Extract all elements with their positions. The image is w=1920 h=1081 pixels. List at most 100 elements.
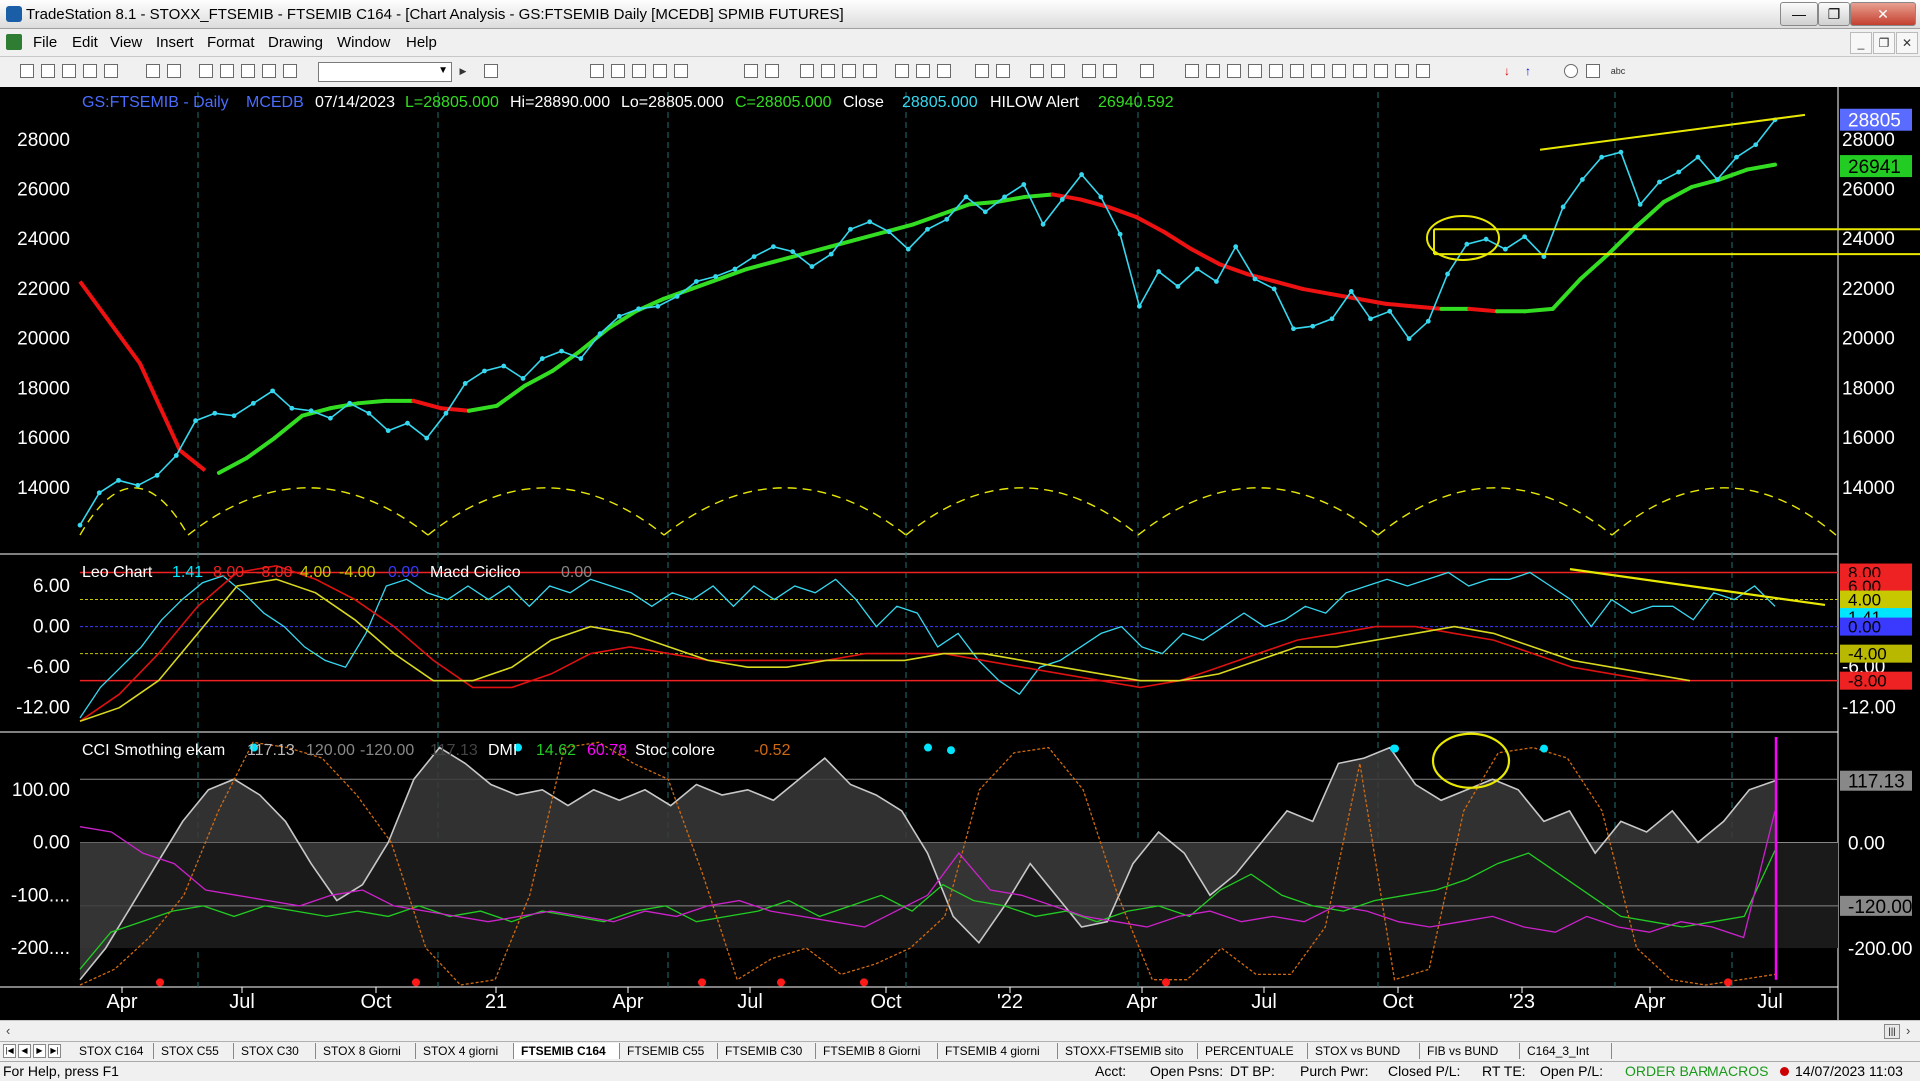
candle-chart-icon[interactable]: [842, 64, 856, 78]
arrow-down-red-icon[interactable]: ↓: [1504, 64, 1510, 78]
print-icon[interactable]: [167, 64, 181, 78]
text-tool-icon[interactable]: abc: [1610, 66, 1626, 76]
menu-file[interactable]: File: [33, 34, 58, 51]
grid-icon[interactable]: [632, 64, 646, 78]
window-list-icon[interactable]: [611, 64, 625, 78]
rectangle-icon[interactable]: [1586, 64, 1600, 78]
menu-drawing[interactable]: Drawing: [268, 34, 324, 51]
tab-stox-4-giorni[interactable]: STOX 4 giorni: [416, 1043, 514, 1059]
tab-last-icon[interactable]: ▶|: [48, 1044, 61, 1058]
horizontal-lines-icon[interactable]: [1227, 64, 1241, 78]
tab-ftsemib-8-giorni[interactable]: FTSEMIB 8 Giorni: [816, 1043, 938, 1059]
tab-stox-c164[interactable]: STOX C164: [72, 1043, 154, 1059]
scroll-icon[interactable]: [937, 64, 951, 78]
scanner-icon[interactable]: [674, 64, 688, 78]
refresh-icon[interactable]: [199, 64, 213, 78]
layout-icon[interactable]: [220, 64, 234, 78]
circle-icon[interactable]: [1564, 64, 1578, 78]
tab-ftsemib-c164[interactable]: FTSEMIB C164: [514, 1043, 620, 1059]
price-point: [905, 246, 911, 252]
trendline-icon[interactable]: [1185, 64, 1199, 78]
menu-window[interactable]: Window: [337, 34, 391, 51]
chart-area[interactable]: 28000 28000 26000 26000 24000 24000 22000 22000…: [0, 87, 1920, 1020]
mdi-restore-button[interactable]: ❐: [1873, 32, 1895, 54]
tab-ftsemib-4-giorni[interactable]: FTSEMIB 4 giorni: [938, 1043, 1058, 1059]
tab-stox-vs-bund[interactable]: STOX vs BUND: [1308, 1043, 1420, 1059]
status-order-bar[interactable]: ORDER BAR: [1625, 1063, 1709, 1079]
tab-stox-c30[interactable]: STOX C30: [234, 1043, 316, 1059]
tools-icon[interactable]: [1103, 64, 1117, 78]
menu-help[interactable]: Help: [406, 34, 437, 51]
tab-stox-8-giorni[interactable]: STOX 8 Giorni: [316, 1043, 416, 1059]
scroll-handle[interactable]: |||: [1884, 1024, 1900, 1039]
horizontal-arrow-icon[interactable]: [1332, 64, 1346, 78]
tab-first-icon[interactable]: |◀: [3, 1044, 16, 1058]
bar-chart-icon[interactable]: [821, 64, 835, 78]
format-icon[interactable]: [262, 64, 276, 78]
zoom-in-icon[interactable]: [975, 64, 989, 78]
menu-insert[interactable]: Insert: [156, 34, 194, 51]
compress-icon[interactable]: [895, 64, 909, 78]
tab-prev-icon[interactable]: ◀: [18, 1044, 31, 1058]
minimize-button[interactable]: —: [1780, 2, 1818, 26]
copy-icon[interactable]: [104, 64, 118, 78]
studies-icon[interactable]: [800, 64, 814, 78]
arc-icon[interactable]: [1395, 64, 1409, 78]
gann-icon[interactable]: [1248, 64, 1262, 78]
measure-icon[interactable]: [1311, 64, 1325, 78]
expand-icon[interactable]: [916, 64, 930, 78]
order-icon[interactable]: [1051, 64, 1065, 78]
tab-stox-c55[interactable]: STOX C55: [154, 1043, 234, 1059]
fibonacci-icon[interactable]: [1290, 64, 1304, 78]
globe-icon[interactable]: [283, 64, 297, 78]
restore-button[interactable]: ❐: [1818, 2, 1850, 26]
arrow-up-blue-icon[interactable]: ↑: [1525, 64, 1531, 78]
tab-fib-vs-bund[interactable]: FIB vs BUND: [1420, 1043, 1520, 1059]
chart-window-icon[interactable]: [653, 64, 667, 78]
menu-view[interactable]: View: [110, 34, 143, 51]
lock-icon[interactable]: [241, 64, 255, 78]
symbol-dropdown[interactable]: ▼: [318, 62, 452, 82]
indicator-icon[interactable]: [744, 64, 758, 78]
speed-lines-icon[interactable]: [1269, 64, 1283, 78]
settings-icon[interactable]: [1140, 64, 1154, 78]
regression-icon[interactable]: [1374, 64, 1388, 78]
mdi-close-button[interactable]: ✕: [1896, 32, 1918, 54]
vertical-lines-icon[interactable]: [1206, 64, 1220, 78]
open-folder-icon[interactable]: [41, 64, 55, 78]
tab-percentuale[interactable]: PERCENTUALE: [1198, 1043, 1308, 1059]
scroll-left-icon[interactable]: ‹: [6, 1023, 11, 1038]
menu-format[interactable]: Format: [207, 34, 255, 51]
window-titlebar[interactable]: TradeStation 8.1 - STOXX_FTSEMIB - FTSEM…: [0, 0, 1920, 29]
tab-ftsemib-c30[interactable]: FTSEMIB C30: [718, 1043, 816, 1059]
tab-ftsemib-c55[interactable]: FTSEMIB C55: [620, 1043, 718, 1059]
document-icon[interactable]: [6, 34, 22, 50]
save-icon[interactable]: [62, 64, 76, 78]
price-point: [809, 264, 815, 269]
parallel-lines-icon[interactable]: [1353, 64, 1367, 78]
new-icon[interactable]: [20, 64, 34, 78]
menu-edit[interactable]: Edit: [72, 34, 98, 51]
tab-stoxx-ftsemib-sito[interactable]: STOXX-FTSEMIB sito: [1058, 1043, 1198, 1059]
chevron-down-icon[interactable]: ▼: [438, 65, 448, 76]
close-button[interactable]: ✕: [1850, 2, 1916, 26]
chart-svg[interactable]: 28000 28000 26000 26000 24000 24000 22000 22000…: [0, 87, 1920, 1020]
line-chart-icon[interactable]: [863, 64, 877, 78]
window-tile-icon[interactable]: [590, 64, 604, 78]
chart-scrollbar[interactable]: ‹ ||| ›: [0, 1020, 1920, 1041]
pointer-icon[interactable]: [1030, 64, 1044, 78]
tab-next-icon[interactable]: ▶: [33, 1044, 46, 1058]
tab-c164-3-int[interactable]: C164_3_Int: [1520, 1043, 1612, 1059]
status-macros[interactable]: MACROS: [1707, 1063, 1769, 1079]
zoom-out-icon[interactable]: [996, 64, 1010, 78]
search-icon[interactable]: [484, 64, 498, 78]
print-preview-icon[interactable]: [146, 64, 160, 78]
scroll-right-icon[interactable]: ›: [1906, 1023, 1911, 1038]
hammer-icon[interactable]: [1082, 64, 1096, 78]
cycle-icon[interactable]: [1416, 64, 1430, 78]
price-point: [867, 219, 873, 225]
workspace-icon[interactable]: [83, 64, 97, 78]
strategy-icon[interactable]: [765, 64, 779, 78]
mdi-minimize-button[interactable]: _: [1850, 32, 1872, 54]
go-arrow-icon[interactable]: ▶: [459, 66, 467, 76]
